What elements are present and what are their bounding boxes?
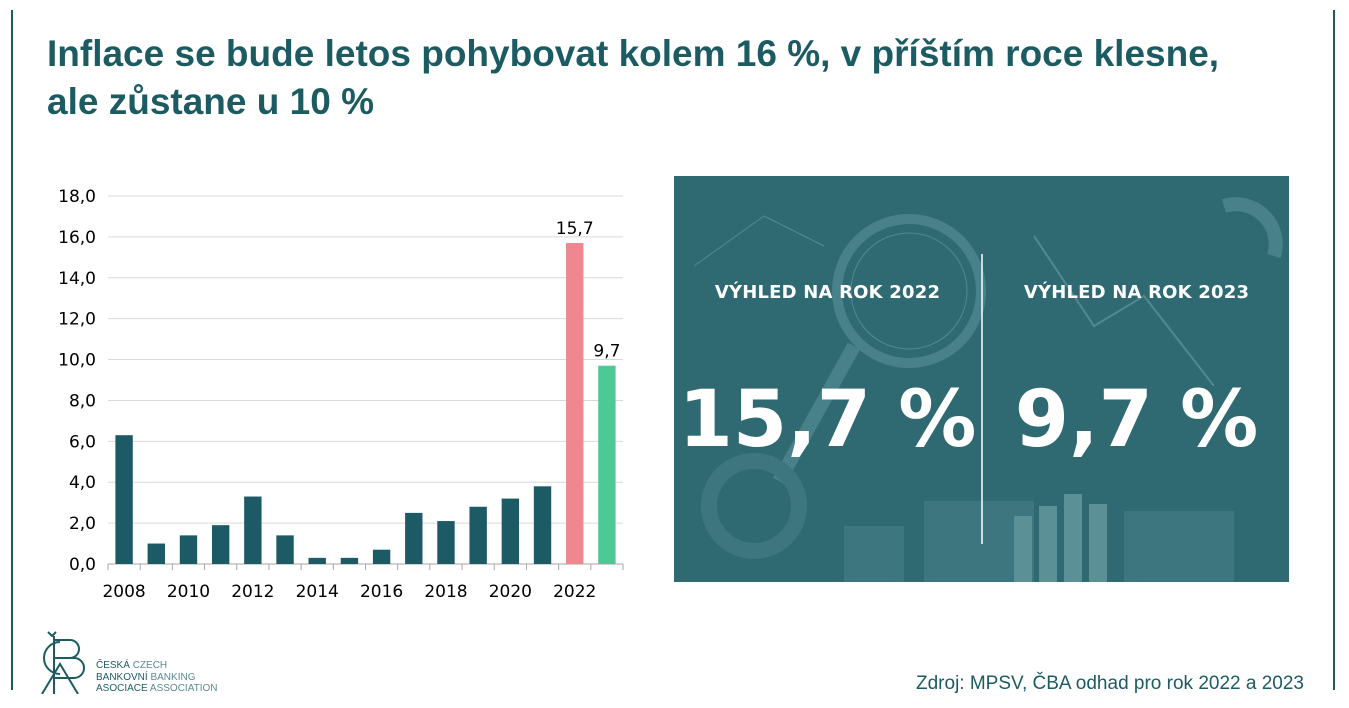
data-label-2022: 15,7 <box>556 219 594 239</box>
bar-2022 <box>566 243 584 564</box>
bar-2020 <box>501 498 520 564</box>
chart-axes <box>107 563 624 570</box>
bar-2015 <box>340 557 359 564</box>
y-tick-label: 8,0 <box>69 391 96 411</box>
decorative-background-graphic <box>693 197 1283 582</box>
y-tick-label: 0,0 <box>69 555 96 575</box>
logo-line-3: ASOCIACE ASSOCIATION <box>96 683 218 694</box>
x-tick-label-2010: 2010 <box>167 582 210 602</box>
x-tick-label-2018: 2018 <box>424 582 467 602</box>
chart-gridlines <box>108 195 623 524</box>
bar-2018 <box>437 521 455 564</box>
cba-logo: ČESKÁ CZECH BANKOVNÍ BANKING ASOCIACE AS… <box>30 628 230 698</box>
left-border-line <box>11 10 13 690</box>
data-label-2023: 9,7 <box>593 342 620 362</box>
x-tick-label-2020: 2020 <box>489 582 532 602</box>
y-tick-label: 12,0 <box>58 310 96 330</box>
y-tick-label: 14,0 <box>58 269 96 289</box>
chart-bars <box>115 243 616 564</box>
bar-2010 <box>179 535 198 564</box>
logo-line-1: ČESKÁ CZECH <box>96 660 168 671</box>
outlook-2022-value: 15,7 % <box>678 375 977 465</box>
bar-2008 <box>115 435 133 564</box>
page-title: Inflace se bude letos pohybovat kolem 16… <box>47 33 1220 122</box>
bar-2021 <box>533 486 552 564</box>
logo-line-2: BANKOVNÍ BANKING <box>96 671 196 683</box>
y-tick-label: 16,0 <box>58 228 96 248</box>
outlook-2023-value: 9,7 % <box>1014 375 1259 465</box>
bar-2011 <box>211 525 230 564</box>
right-border-line <box>1333 10 1335 690</box>
bar-2017 <box>405 512 423 564</box>
x-tick-label-2014: 2014 <box>296 582 339 602</box>
cba-logo-mark <box>41 631 85 694</box>
y-tick-label: 10,0 <box>58 351 96 371</box>
cba-logo-text: ČESKÁ CZECH BANKOVNÍ BANKING ASOCIACE AS… <box>96 660 218 695</box>
outlook-panel: VÝHLED NA ROK 2022 15,7 % VÝHLED NA ROK … <box>674 176 1289 582</box>
y-tick-label: 18,0 <box>58 187 96 207</box>
bar-2012 <box>244 496 262 564</box>
outlook-2023-heading: VÝHLED NA ROK 2023 <box>1023 282 1250 303</box>
bar-2009 <box>147 543 165 564</box>
bar-2016 <box>372 549 391 564</box>
bar-2019 <box>469 506 487 564</box>
chart-labels: 0,0 2,0 4,0 6,0 8,0 10,0 12,0 14,0 16,0 18,0 2008 2… <box>58 187 620 602</box>
outlook-divider <box>981 254 983 544</box>
inflation-bar-chart: 0,0 2,0 4,0 6,0 8,0 10,0 12,0 14,0 16,0 18,0 2008 2… <box>58 187 624 602</box>
bar-2013 <box>276 535 294 564</box>
outlook-2022-heading: VÝHLED NA ROK 2022 <box>714 282 941 303</box>
y-tick-label: 2,0 <box>69 514 96 534</box>
x-tick-label-2008: 2008 <box>102 582 145 602</box>
x-tick-label-2012: 2012 <box>231 582 274 602</box>
x-tick-label-2016: 2016 <box>360 582 403 602</box>
source-note: Zdroj: MPSV, ČBA odhad pro rok 2022 a 20… <box>916 673 1304 694</box>
bar-2023 <box>598 365 616 564</box>
y-tick-label: 4,0 <box>69 473 96 493</box>
bar-2014 <box>308 557 326 564</box>
x-tick-label-2022: 2022 <box>553 582 596 602</box>
y-tick-label: 6,0 <box>69 432 96 452</box>
